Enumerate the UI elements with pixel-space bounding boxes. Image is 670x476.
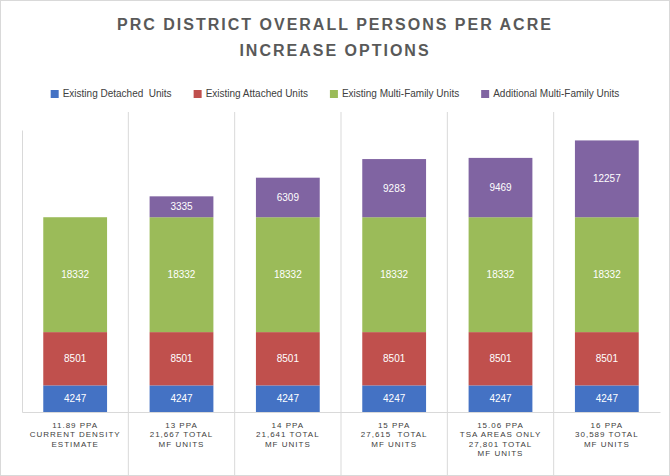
x-tick: 15.06 PPATSA AREAS ONLY27,801 TOTALMF UN… <box>460 412 541 458</box>
data-label: 4247 <box>170 393 193 404</box>
legend-label: Additional Multi-Family Units <box>493 88 619 99</box>
y-axis-line <box>22 131 23 413</box>
legend-swatch <box>51 90 59 98</box>
bar-segment <box>575 385 639 412</box>
data-label: 18332 <box>380 269 408 280</box>
x-tick: 11.89 PPACURRENT DENSITYESTIMATE <box>30 412 121 449</box>
x-tick-label: 13 PPA21,667 TOTALMF UNITS <box>150 421 214 449</box>
category-separator <box>234 112 235 476</box>
bar-segment <box>575 217 639 332</box>
data-label: 9469 <box>489 182 512 193</box>
data-label: 4247 <box>277 393 300 404</box>
data-label: 18332 <box>274 269 302 280</box>
data-label: 4247 <box>489 393 512 404</box>
x-tick: 15 PPA27,615 TOTALMF UNITS <box>361 412 428 449</box>
data-label: 18332 <box>168 269 196 280</box>
data-label: 18332 <box>593 269 621 280</box>
data-label: 8501 <box>64 353 87 364</box>
bar-segment <box>575 332 639 385</box>
data-label: 8501 <box>170 353 193 364</box>
bar-segment <box>256 332 320 385</box>
bars <box>43 140 638 412</box>
legend-label: Existing Multi-Family Units <box>342 88 459 99</box>
x-axis-line <box>23 412 661 413</box>
x-tick-label: 14 PPA21,641 TOTALMF UNITS <box>256 421 320 449</box>
bar-segment <box>362 217 426 332</box>
bar-segment <box>362 385 426 412</box>
x-tick-label: 16 PPA30,589 TOTALMF UNITS <box>575 421 639 449</box>
category-separator <box>447 112 448 476</box>
data-label: 4247 <box>596 393 619 404</box>
x-tick: 13 PPA21,667 TOTALMF UNITS <box>150 412 214 449</box>
x-tick: 14 PPA21,641 TOTALMF UNITS <box>256 412 320 449</box>
data-label: 9283 <box>383 183 406 194</box>
bar-segment <box>469 217 533 332</box>
bar-segment <box>256 385 320 412</box>
bar-segment <box>469 385 533 412</box>
bar-segment <box>43 217 107 332</box>
data-label: 8501 <box>277 353 300 364</box>
bar-segment <box>150 217 214 332</box>
data-label: 18332 <box>61 269 89 280</box>
legend: Existing Detached Units Existing Attached… <box>51 88 620 99</box>
bar-segment <box>43 332 107 385</box>
legend-label: Existing Detached Units <box>63 88 172 99</box>
bar-segment <box>150 385 214 412</box>
bar-segment <box>150 196 214 217</box>
legend-swatch <box>330 90 338 98</box>
data-label: 6309 <box>277 192 300 203</box>
x-tick-label: 15.06 PPATSA AREAS ONLY27,801 TOTALMF UN… <box>460 421 541 459</box>
title: PRC DISTRICT OVERALL PERSONS PER ACREINC… <box>117 16 553 59</box>
legend-swatch <box>194 90 202 98</box>
data-label: 18332 <box>487 269 515 280</box>
data-label: 4247 <box>383 393 406 404</box>
chart-frame <box>1 1 670 476</box>
legend-item: Existing Attached Units <box>194 88 308 99</box>
x-axis: 11.89 PPACURRENT DENSITYESTIMATE 13 PPA21… <box>23 412 661 458</box>
bar-segment <box>575 140 639 217</box>
category-separator <box>128 112 129 476</box>
x-tick-label: 15 PPA27,615 TOTALMF UNITS <box>361 421 428 449</box>
x-tick: 16 PPA30,589 TOTALMF UNITS <box>575 412 639 449</box>
legend-item: Existing Multi-Family Units <box>330 88 459 99</box>
data-label: 4247 <box>64 393 87 404</box>
bar-segment <box>362 332 426 385</box>
category-separator <box>553 112 554 476</box>
y-axis <box>22 131 23 413</box>
bar-segment <box>256 217 320 332</box>
data-label: 8501 <box>489 353 512 364</box>
bar-segment <box>150 332 214 385</box>
data-label: 8501 <box>596 353 619 364</box>
data-labels: 4247 4247 4247 4247 4247 4247 8501 8501 8501 8501… <box>61 173 621 404</box>
bar-segment <box>362 159 426 217</box>
data-label: 12257 <box>593 173 621 184</box>
legend-item: Additional Multi-Family Units <box>481 88 619 99</box>
bar-segment <box>469 332 533 385</box>
category-separator <box>341 112 342 476</box>
data-label: 8501 <box>383 353 406 364</box>
legend-item: Existing Detached Units <box>51 88 172 99</box>
plot: 4247 4247 4247 4247 4247 4247 8501 8501 8501 8501… <box>23 112 661 476</box>
bar-segment <box>43 385 107 412</box>
bar-segment <box>469 158 533 217</box>
chart: PRC DISTRICT OVERALL PERSONS PER ACREINC… <box>0 0 670 476</box>
x-tick-label: 11.89 PPACURRENT DENSITYESTIMATE <box>30 421 121 449</box>
legend-swatch <box>481 90 489 98</box>
bar-segment <box>256 178 320 218</box>
legend-label: Existing Attached Units <box>206 88 308 99</box>
data-label: 3335 <box>170 201 193 212</box>
